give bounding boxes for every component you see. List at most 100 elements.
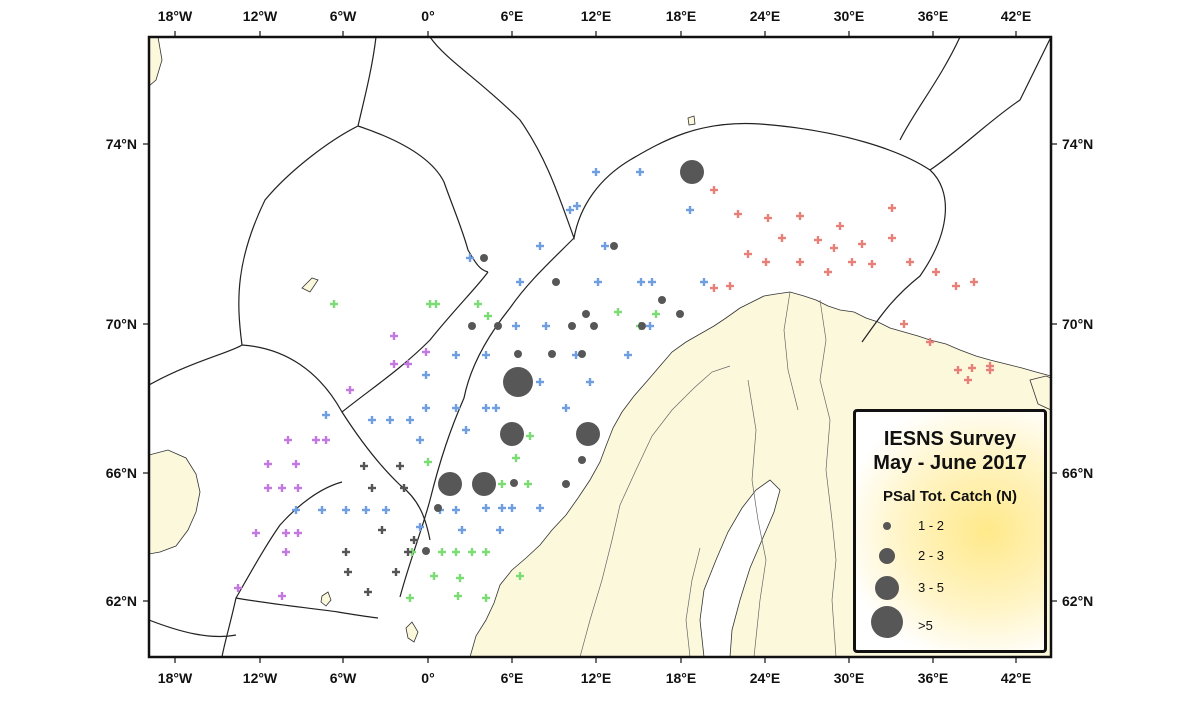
station-marker — [512, 322, 520, 330]
top-lon-label: 42°E — [1001, 8, 1032, 24]
top-lon-label: 24°E — [750, 8, 781, 24]
station-marker — [888, 234, 896, 242]
station-marker — [536, 504, 544, 512]
catch-circle — [590, 322, 598, 330]
station-marker — [646, 322, 654, 330]
station-marker — [986, 362, 994, 370]
station-marker — [468, 548, 476, 556]
bottom-lon-label: 6°W — [330, 670, 357, 686]
station-marker — [482, 594, 490, 602]
legend-dot-large — [875, 576, 899, 600]
station-marker — [726, 282, 734, 290]
top-lon-label: 30°E — [834, 8, 865, 24]
legend-date: May - June 2017 — [873, 452, 1027, 474]
station-marker — [526, 432, 534, 440]
station-marker — [836, 222, 844, 230]
station-marker — [614, 308, 622, 316]
axis-ticks — [143, 31, 1057, 663]
station-marker — [292, 460, 300, 468]
station-marker — [322, 436, 330, 444]
station-marker — [312, 436, 320, 444]
station-marker — [400, 484, 408, 492]
station-marker — [454, 592, 462, 600]
catch-circle — [422, 547, 430, 555]
station-marker — [410, 536, 418, 544]
station-marker — [594, 278, 602, 286]
legend-label-large: 3 - 5 — [918, 580, 945, 595]
left-lat-label: 70°N — [106, 316, 137, 332]
station-marker — [466, 254, 474, 262]
right-lat-label: 74°N — [1062, 136, 1093, 152]
catch-circle — [578, 456, 586, 464]
station-marker — [952, 282, 960, 290]
right-lat-label: 66°N — [1062, 465, 1093, 481]
station-marker — [562, 404, 570, 412]
station-marker — [484, 312, 492, 320]
catch-circle — [610, 242, 618, 250]
station-marker — [734, 210, 742, 218]
station-marker — [542, 322, 550, 330]
catch-circle — [434, 504, 442, 512]
station-marker — [968, 364, 976, 372]
station-marker — [282, 529, 290, 537]
catch-circle — [638, 322, 646, 330]
station-marker — [536, 242, 544, 250]
station-marker — [284, 436, 292, 444]
station-marker — [362, 506, 370, 514]
station-marker — [422, 404, 430, 412]
station-marker — [686, 206, 694, 214]
station-marker — [368, 416, 376, 424]
station-marker — [344, 568, 352, 576]
legend-label-medium: 2 - 3 — [918, 548, 945, 563]
station-marker — [492, 404, 500, 412]
station-marker — [516, 572, 524, 580]
top-lon-label: 6°E — [501, 8, 524, 24]
bottom-lon-label: 30°E — [834, 670, 865, 686]
bottom-lon-label: 18°W — [158, 670, 193, 686]
station-marker — [926, 338, 934, 346]
station-marker — [496, 526, 504, 534]
station-marker — [498, 480, 506, 488]
station-marker — [508, 504, 516, 512]
station-marker — [404, 360, 412, 368]
bottom-lon-label: 36°E — [918, 670, 949, 686]
station-marker — [814, 236, 822, 244]
top-lon-label: 12°E — [581, 8, 612, 24]
catch-circle — [582, 310, 590, 318]
legend-subtitle: PSal Tot. Catch (N) — [883, 488, 1017, 505]
legend-item-small: 1 - 2 — [856, 514, 1044, 544]
catch-circle — [472, 472, 496, 496]
bottom-lon-label: 0° — [421, 670, 434, 686]
catch-circle — [658, 296, 666, 304]
station-marker — [764, 214, 772, 222]
zone-boundaries — [149, 37, 1051, 657]
left-lat-label: 62°N — [106, 593, 137, 609]
station-marker — [524, 480, 532, 488]
right-latitude-labels: 74°N 70°N 66°N 62°N — [1062, 136, 1093, 609]
station-marker — [592, 168, 600, 176]
bear-island — [687, 115, 696, 126]
legend-item-xlarge: >5 — [856, 606, 1044, 638]
legend-label-xlarge: >5 — [918, 618, 933, 633]
station-marker — [294, 484, 302, 492]
map-frame — [147, 35, 1053, 659]
bottom-lon-label: 42°E — [1001, 670, 1032, 686]
station-marker — [858, 240, 866, 248]
station-marker — [482, 548, 490, 556]
station-marker — [964, 376, 972, 384]
station-marker — [416, 523, 424, 531]
top-lon-label: 0° — [421, 8, 434, 24]
top-lon-label: 6°W — [330, 8, 357, 24]
station-marker — [292, 506, 300, 514]
catch-circle — [548, 350, 556, 358]
station-marker — [264, 484, 272, 492]
top-lon-label: 36°E — [918, 8, 949, 24]
station-marker — [458, 526, 466, 534]
station-marker — [474, 300, 482, 308]
greenland-land — [149, 37, 163, 87]
station-marker — [396, 462, 404, 470]
catch-circle — [494, 322, 502, 330]
station-marker — [906, 258, 914, 266]
bottom-lon-label: 6°E — [501, 670, 524, 686]
